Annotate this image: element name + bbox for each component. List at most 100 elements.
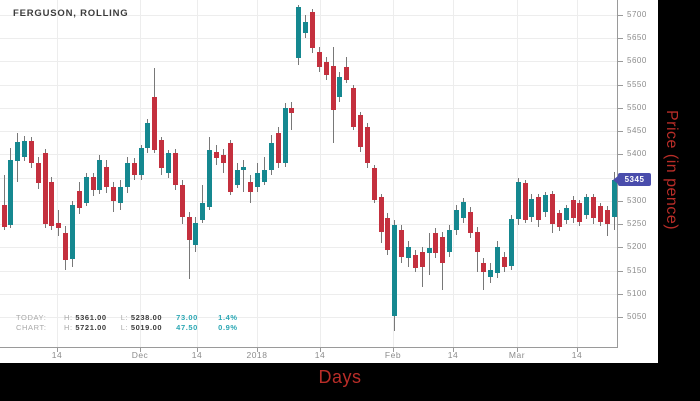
x-tick	[453, 348, 454, 352]
candle-down	[275, 133, 281, 164]
candle-down	[227, 143, 233, 192]
candle-up	[488, 269, 494, 277]
candle-down	[186, 217, 192, 241]
candle-down	[179, 185, 185, 218]
y-tick	[618, 270, 623, 272]
candle-down	[159, 140, 165, 169]
x-tick	[57, 348, 58, 352]
candle-down	[316, 52, 322, 68]
plot-area[interactable]	[0, 0, 617, 347]
candle-down	[90, 177, 96, 191]
y-tick-label: 5650	[627, 33, 647, 43]
y-tick	[618, 224, 623, 226]
candle-up	[337, 76, 343, 97]
h-gridline	[0, 15, 617, 16]
x-tick	[257, 348, 258, 352]
candle-up	[303, 21, 309, 34]
candle-down	[111, 186, 117, 201]
legend-chart-change: 47.50	[176, 323, 198, 332]
candle-down	[289, 107, 295, 113]
candle-up	[406, 246, 412, 258]
legend-today-change-pct: 1.4%	[218, 313, 238, 322]
candle-down	[502, 257, 508, 267]
x-tick	[320, 348, 321, 352]
candle-up	[529, 198, 535, 218]
candle-down	[419, 251, 425, 267]
h-gridline	[0, 84, 617, 86]
h-gridline	[0, 270, 617, 272]
candle-down	[550, 193, 556, 225]
legend-chart-low-prefix: L:	[120, 323, 129, 332]
x-axis-title: Days	[318, 367, 362, 387]
candle-up	[563, 207, 569, 220]
candle-down	[351, 87, 357, 127]
candle-wick	[188, 211, 190, 279]
candle-up	[296, 7, 302, 58]
h-gridline	[0, 38, 617, 40]
y-tick	[618, 316, 623, 318]
y-tick-label: 5100	[627, 288, 647, 298]
y-tick-label: 5500	[627, 102, 647, 112]
candle-down	[522, 183, 528, 220]
candle-down	[604, 210, 610, 225]
legend-chart-change-pct: 0.9%	[218, 323, 238, 332]
candle-down	[358, 114, 364, 147]
y-tick	[618, 247, 623, 249]
candle-up	[392, 224, 398, 317]
candle-down	[310, 12, 316, 48]
candle-down	[556, 212, 562, 227]
x-tick-label: Dec	[131, 350, 149, 360]
candle-up	[584, 197, 590, 215]
candle-up	[508, 219, 514, 266]
legend-chart-high-prefix: H:	[64, 323, 73, 332]
h-gridline	[0, 247, 617, 249]
h-gridline	[0, 293, 617, 295]
x-tick-label: 14	[191, 350, 203, 360]
legend-chart-low: 5019.00	[130, 323, 163, 332]
v-gridline	[577, 0, 578, 347]
y-axis-title: Price (in pence)	[663, 110, 680, 231]
x-axis-line	[0, 347, 617, 348]
candle-down	[344, 67, 350, 81]
x-tick-label: Feb	[384, 350, 402, 360]
chart-title: FERGUSON, ROLLING	[13, 8, 129, 19]
candle-down	[172, 152, 178, 186]
candle-down	[1, 205, 7, 227]
legend-today-low: 5238.00	[130, 313, 163, 322]
candle-down	[131, 163, 137, 175]
candle-up	[426, 248, 432, 254]
x-tick-label: 14	[571, 350, 583, 360]
x-tick	[197, 348, 198, 352]
candle-up	[200, 203, 206, 220]
candle-down	[76, 190, 82, 208]
candle-up	[8, 159, 14, 225]
candle-up	[138, 147, 144, 175]
candle-up	[15, 142, 21, 161]
y-tick-label: 5150	[627, 265, 647, 275]
candle-down	[467, 211, 473, 233]
candle-up	[447, 230, 453, 252]
candle-wick	[421, 246, 423, 287]
candle-wick	[483, 257, 485, 291]
y-tick-label: 5600	[627, 56, 647, 66]
candle-down	[364, 126, 370, 164]
candle-up	[97, 159, 103, 191]
candle-up	[495, 246, 501, 273]
candle-up	[460, 202, 466, 218]
candle-up	[124, 163, 130, 187]
h-gridline	[0, 200, 617, 202]
x-tick-label: 2018	[246, 350, 268, 360]
candle-down	[598, 206, 604, 222]
candle-down	[481, 263, 487, 272]
candle-down	[56, 222, 62, 228]
y-tick-label: 5550	[627, 79, 647, 89]
legend-today-high: 5361.00	[75, 313, 107, 322]
v-gridline	[197, 0, 198, 347]
y-tick	[618, 38, 623, 40]
x-tick-label: 14	[51, 350, 63, 360]
y-tick	[618, 131, 623, 133]
candle-down	[412, 255, 418, 269]
v-gridline	[453, 0, 454, 347]
candle-down	[536, 197, 542, 220]
